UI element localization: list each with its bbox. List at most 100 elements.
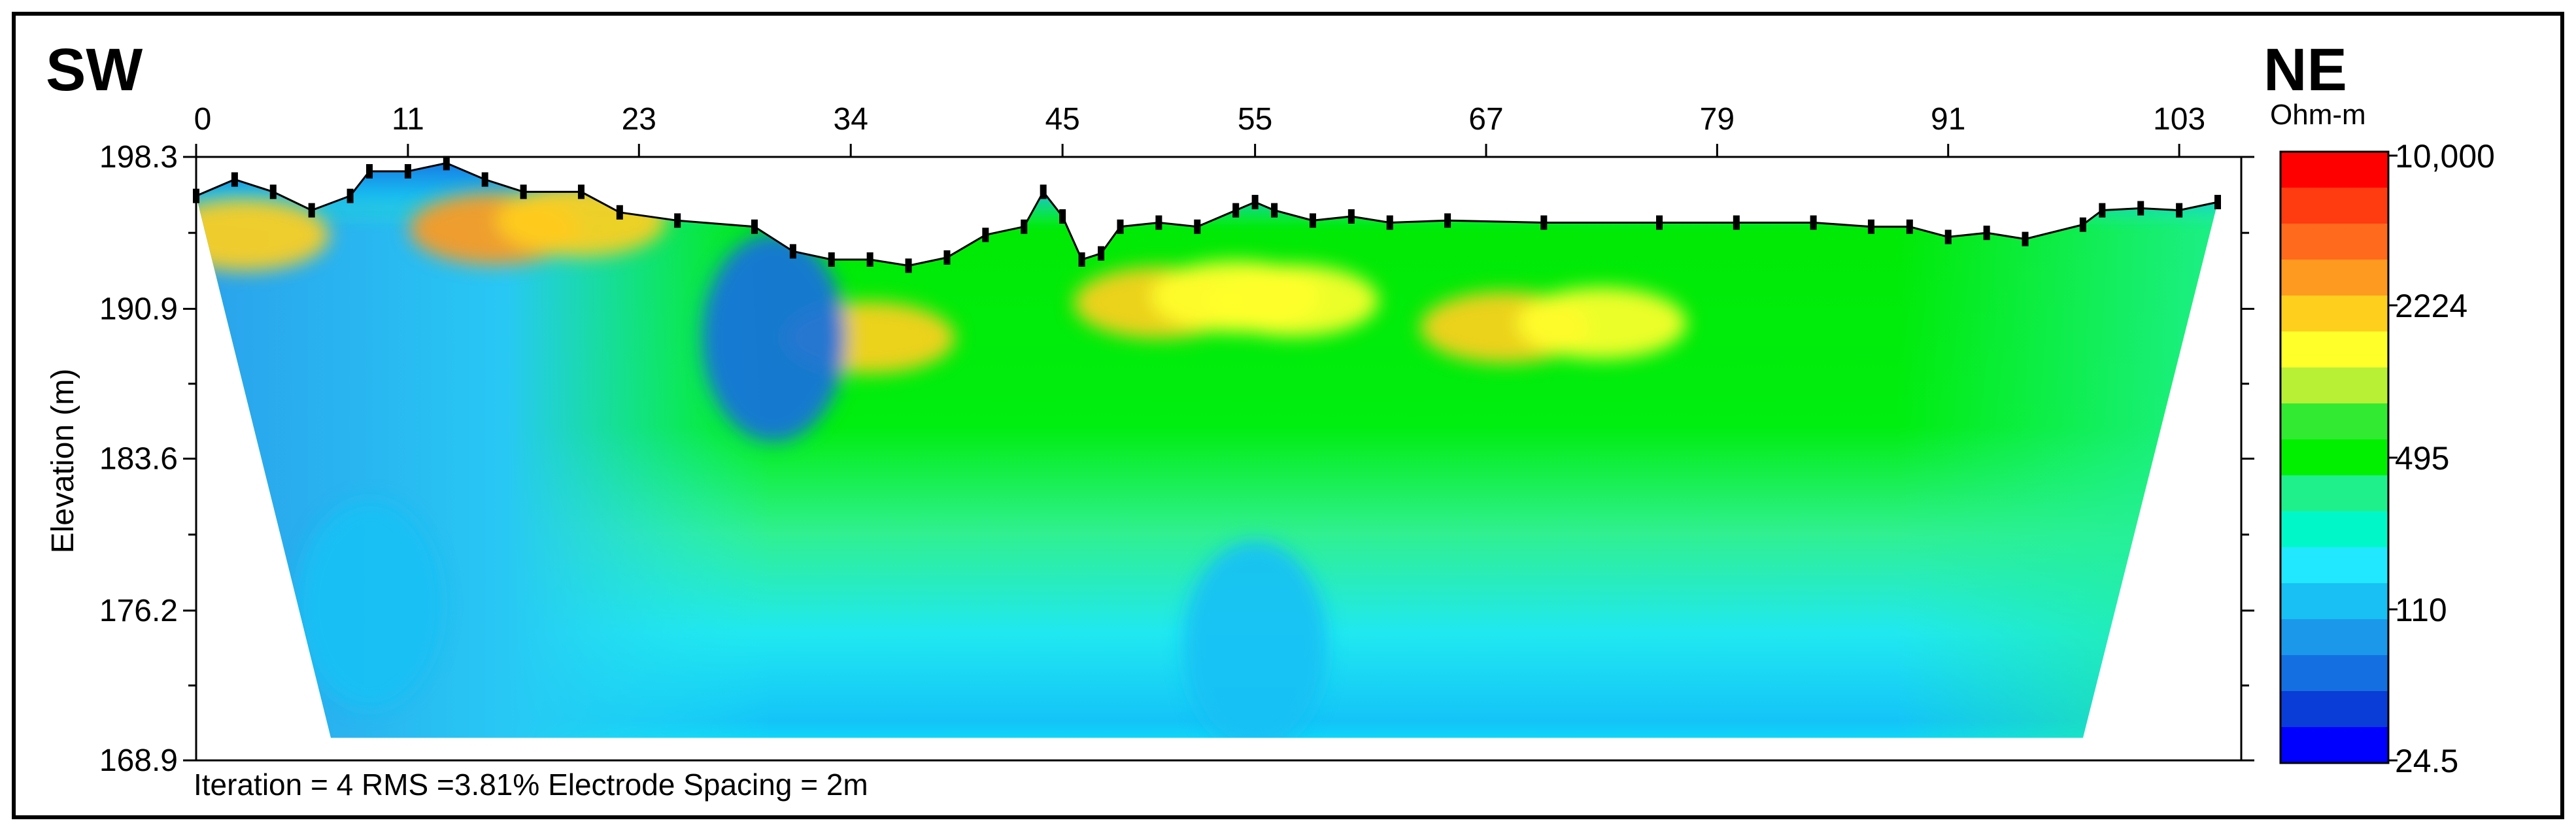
electrode-marker (1078, 252, 1085, 267)
legend-color-step (2280, 367, 2388, 404)
electrode-marker (1098, 246, 1105, 261)
electrode-marker (193, 188, 199, 203)
electrode-marker (1983, 226, 1990, 241)
legend-label: 10,000 (2395, 138, 2495, 175)
inversion-caption: Iteration = 4 RMS =3.81% Electrode Spaci… (194, 768, 868, 802)
electrode-marker (2176, 203, 2183, 218)
electrode-marker (2079, 217, 2086, 232)
electrode-marker (577, 184, 585, 199)
electrode-marker (1251, 195, 1259, 210)
electrode-marker (1232, 203, 1240, 218)
legend-color-step (2280, 224, 2388, 260)
y-tick-label: 176.2 (99, 594, 178, 628)
y-axis-label: Elevation (m) (46, 369, 80, 554)
legend-label: 2224 (2395, 288, 2467, 324)
electrode-marker (404, 163, 411, 178)
electrode-marker (1386, 215, 1393, 230)
electrode-marker (1540, 215, 1548, 230)
electrode-marker (751, 219, 758, 234)
electrode-marker (2137, 201, 2144, 216)
y-axis: 198.3 190.9 183.6 176.2 168.9 (99, 140, 2254, 778)
legend-label: 110 (2395, 592, 2447, 628)
legend-color-step (2280, 583, 2388, 620)
resistivity-anomaly (1183, 541, 1327, 738)
electrode-marker (520, 184, 527, 199)
resistivity-anomaly (297, 500, 442, 709)
electrode-marker (828, 252, 835, 267)
electrode-marker (1194, 219, 1201, 234)
electrode-marker (2022, 231, 2029, 246)
electrode-marker (2099, 203, 2106, 218)
x-tick-label: 91 (1931, 102, 1965, 137)
legend-color-step (2280, 727, 2388, 764)
x-axis: 0 11 23 34 45 55 67 79 91 103 (194, 102, 2205, 157)
electrode-marker (366, 163, 373, 178)
electrode-marker (905, 258, 912, 273)
electrode-marker (1733, 215, 1740, 230)
x-tick-label: 11 (392, 102, 424, 137)
x-tick-label: 23 (622, 102, 656, 137)
legend-color-step (2280, 547, 2388, 584)
legend-color-step (2280, 655, 2388, 692)
legend-color-step (2280, 296, 2388, 332)
electrode-marker (789, 244, 796, 259)
electrode-marker (231, 172, 238, 187)
x-tick-label: 55 (1238, 102, 1272, 137)
legend-color-step (2280, 152, 2388, 188)
electrode-marker (269, 184, 277, 199)
legend-color-step (2280, 619, 2388, 656)
legend-label: 495 (2395, 440, 2449, 477)
legend-color-step (2280, 475, 2388, 512)
resistivity-anomaly (702, 233, 846, 443)
legend-color-step (2280, 188, 2388, 224)
electrode-marker (1271, 203, 1278, 218)
resistivity-anomaly (1516, 287, 1687, 360)
electrode-marker (1906, 219, 1913, 234)
electrode-marker (1040, 184, 1047, 199)
legend-unit-label: Ohm-m (2270, 99, 2366, 131)
electrode-marker (943, 250, 951, 265)
legend-label: 24.5 (2395, 743, 2458, 779)
electrode-marker (1444, 213, 1451, 228)
y-tick-label: 168.9 (99, 743, 178, 778)
electrode-marker (443, 156, 450, 171)
electrode-marker (1155, 215, 1162, 230)
legend-color-step (2280, 260, 2388, 296)
y-tick-label: 198.3 (99, 140, 178, 175)
electrode-marker (1117, 219, 1124, 234)
color-scale-legend: 10,000 2224 495 110 24.5 (2279, 138, 2495, 779)
legend-color-step (2280, 403, 2388, 440)
electrode-marker (1059, 209, 1066, 224)
electrode-markers (193, 156, 2221, 273)
x-tick-label: 103 (2153, 102, 2205, 137)
electrode-marker (2214, 195, 2221, 210)
electrode-marker (1656, 215, 1663, 230)
electrode-marker (1309, 213, 1316, 228)
electrode-marker (982, 228, 989, 243)
electrode-marker (481, 172, 488, 187)
electrode-marker (866, 252, 873, 267)
electrode-marker (1810, 215, 1817, 230)
legend-color-step (2280, 439, 2388, 476)
corner-label-sw: SW (46, 37, 143, 103)
legend-color-step (2280, 331, 2388, 368)
y-tick-label: 183.6 (99, 442, 178, 477)
x-tick-label: 45 (1045, 102, 1079, 137)
electrode-marker (347, 188, 354, 203)
electrode-marker (1021, 219, 1028, 234)
electrode-marker (674, 213, 681, 228)
electrode-marker (1867, 219, 1874, 234)
y-tick-label: 190.9 (99, 292, 178, 326)
x-tick-label: 67 (1468, 102, 1503, 137)
x-tick-label: 79 (1700, 102, 1735, 137)
electrode-marker (1944, 229, 1952, 245)
electrode-marker (308, 203, 315, 218)
legend-color-step (2280, 691, 2388, 728)
x-tick-label: 0 (194, 102, 212, 137)
x-tick-label: 34 (834, 102, 868, 137)
resistivity-anomaly (1208, 264, 1379, 337)
electrode-marker (616, 205, 623, 220)
resistivity-anomaly (196, 199, 330, 271)
corner-label-ne: NE (2263, 37, 2347, 103)
